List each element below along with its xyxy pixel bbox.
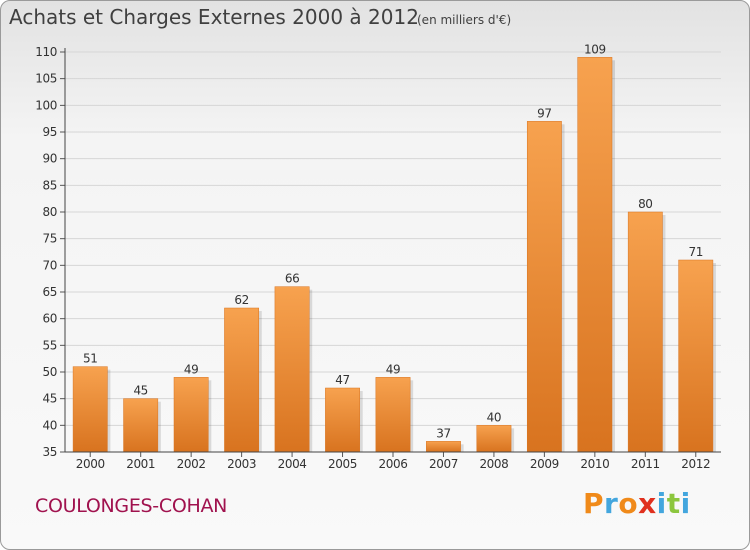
x-tick-label: 2006 [379, 457, 408, 471]
x-tick-label: 2002 [177, 457, 206, 471]
axes: 35 40 45 50 55 60 65 70 75 80 85 90 95 100 105 110 2000 2… [35, 45, 721, 471]
y-tick-label: 75 [43, 232, 57, 246]
bar-value-label: 47 [335, 373, 349, 387]
bar-value-label: 80 [638, 197, 652, 211]
bar [224, 307, 260, 453]
y-tick-label: 35 [43, 445, 57, 459]
bar-value-label: 109 [584, 42, 606, 56]
bar [678, 259, 714, 453]
y-tick-label: 105 [35, 72, 57, 86]
logo-letter: t [666, 487, 681, 520]
y-tick-label: 40 [43, 418, 57, 432]
bars: 51 45 49 62 66 47 49 37 40 97 109 80 71 [72, 42, 716, 453]
y-tick-label: 65 [43, 285, 57, 299]
logo-letter: o [618, 487, 639, 520]
logo-letter: x [638, 487, 657, 520]
y-tick-label: 45 [43, 392, 57, 406]
bar-value-label: 40 [487, 410, 501, 424]
logo-letter: i [680, 487, 691, 520]
x-tick-label: 2004 [278, 457, 307, 471]
y-tick-label: 80 [43, 205, 57, 219]
bar [123, 398, 159, 453]
bar-value-label: 49 [184, 362, 198, 376]
bar [173, 377, 209, 453]
logo-letter: P [583, 487, 605, 520]
bar-value-label: 71 [689, 245, 703, 259]
y-tick-label: 60 [43, 312, 57, 326]
y-tick-label: 110 [35, 45, 57, 59]
x-tick-label: 2003 [227, 457, 256, 471]
y-tick-label: 90 [43, 152, 57, 166]
x-tick-label: 2008 [479, 457, 508, 471]
x-tick-label: 2001 [126, 457, 155, 471]
bar-value-label: 51 [83, 352, 97, 366]
y-tick-label: 55 [43, 338, 57, 352]
y-tick-label: 100 [35, 98, 57, 112]
bar [375, 377, 411, 453]
y-tick-label: 95 [43, 125, 57, 139]
bar-value-label: 97 [537, 106, 551, 120]
x-tick-label: 2000 [76, 457, 105, 471]
bar [476, 425, 512, 453]
y-tick-label: 70 [43, 258, 57, 272]
bar-value-label: 66 [285, 272, 299, 286]
bar [274, 286, 310, 453]
bar [526, 121, 562, 453]
chart-subtitle: (en milliers d'€) [417, 13, 512, 27]
bar-value-label: 62 [234, 293, 248, 307]
y-tick-label: 85 [43, 178, 57, 192]
bar-value-label: 45 [133, 384, 147, 398]
x-tick-label: 2011 [631, 457, 660, 471]
x-tick-label: 2010 [580, 457, 609, 471]
bar [426, 441, 461, 453]
x-tick-label: 2012 [681, 457, 710, 471]
logo-letter: r [604, 487, 619, 520]
bar [72, 366, 108, 453]
chart-title: Achats et Charges Externes 2000 à 2012 [9, 5, 419, 29]
y-tick-label: 50 [43, 365, 57, 379]
logo-letter: i [656, 487, 667, 520]
bar [577, 57, 613, 453]
commune-name: COULONGES-COHAN [35, 495, 228, 517]
proxiti-logo: Proxiti [583, 487, 691, 520]
x-tick-label: 2009 [530, 457, 559, 471]
x-tick-label: 2007 [429, 457, 458, 471]
bar [325, 387, 360, 453]
x-tick-label: 2005 [328, 457, 357, 471]
bar-value-label: 37 [436, 426, 450, 440]
bar [627, 211, 663, 453]
bar-value-label: 49 [386, 362, 400, 376]
